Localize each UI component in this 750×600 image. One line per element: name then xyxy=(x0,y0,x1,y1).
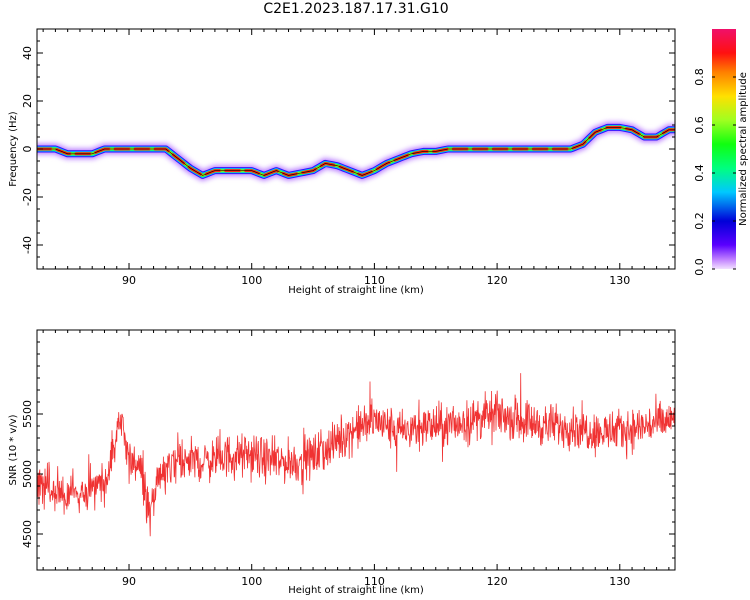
colorbar-gradient xyxy=(712,29,736,269)
ridge-centerline xyxy=(37,127,675,176)
spectrogram-ridge xyxy=(37,120,675,183)
snr-xtick-label: 130 xyxy=(609,575,630,588)
spectrogram-ytick-label: -20 xyxy=(21,188,34,206)
snr-panel: 90 100 110 120 130 4500 5000 5500 Height of str… xyxy=(8,329,676,596)
colorbar-tick-label: 0.8 xyxy=(693,68,706,86)
snr-ylabel: SNR (10 * v/v) xyxy=(8,414,19,485)
colorbar-ticks: 0.0 0.2 0.4 0.6 0.8 xyxy=(693,68,736,276)
colorbar-label: Normalized spectral amplitude xyxy=(738,72,749,226)
snr-xtick-label: 100 xyxy=(241,575,262,588)
snr-ytick-label: 5000 xyxy=(21,460,34,488)
spectrogram-xtick-label: 120 xyxy=(487,274,508,287)
spectrogram-xlabel: Height of straight line (km) xyxy=(288,285,424,296)
spectrogram-xtick-label: 100 xyxy=(241,274,262,287)
spectrogram-ytick-label: 40 xyxy=(21,46,34,60)
snr-xtick-label: 90 xyxy=(122,575,136,588)
snr-xtick-label: 120 xyxy=(487,575,508,588)
spectrogram-ytick-label: 20 xyxy=(21,94,34,108)
spectrogram-xtick-label: 130 xyxy=(609,274,630,287)
spectrogram-xtick-label: 110 xyxy=(364,274,385,287)
spectrogram-ytick-label: -40 xyxy=(21,236,34,254)
spectrogram-ylabel: Frequency (Hz) xyxy=(8,111,19,187)
snr-ticks: 90 100 110 120 130 4500 5000 5500 xyxy=(21,329,675,588)
spectrogram-xtick-label: 90 xyxy=(122,274,136,287)
snr-ytick-label: 5500 xyxy=(21,400,34,428)
snr-frame xyxy=(36,329,676,571)
colorbar: 0.0 0.2 0.4 0.6 0.8 Normalized spectral ampl… xyxy=(693,29,749,276)
snr-series-line xyxy=(37,373,675,537)
snr-xlabel: Height of straight line (km) xyxy=(288,585,424,596)
spectrogram-ticks: 90 100 110 120 130 40 20 0 -20 -40 xyxy=(21,28,675,287)
snr-xtick-label: 110 xyxy=(364,575,385,588)
spectrogram-ytick-label: 0 xyxy=(21,146,34,153)
colorbar-tick-label: 0.0 xyxy=(693,258,706,276)
colorbar-tick-label: 0.2 xyxy=(693,212,706,230)
colorbar-tick-label: 0.6 xyxy=(693,116,706,134)
snr-ytick-label: 4500 xyxy=(21,520,34,548)
colorbar-tick-label: 0.4 xyxy=(693,164,706,182)
figure-title: C2E1.2023.187.17.31.G10 xyxy=(263,1,449,17)
spectrogram-panel: 90 100 110 120 130 40 20 0 -20 -40 Height of stra… xyxy=(8,28,676,296)
